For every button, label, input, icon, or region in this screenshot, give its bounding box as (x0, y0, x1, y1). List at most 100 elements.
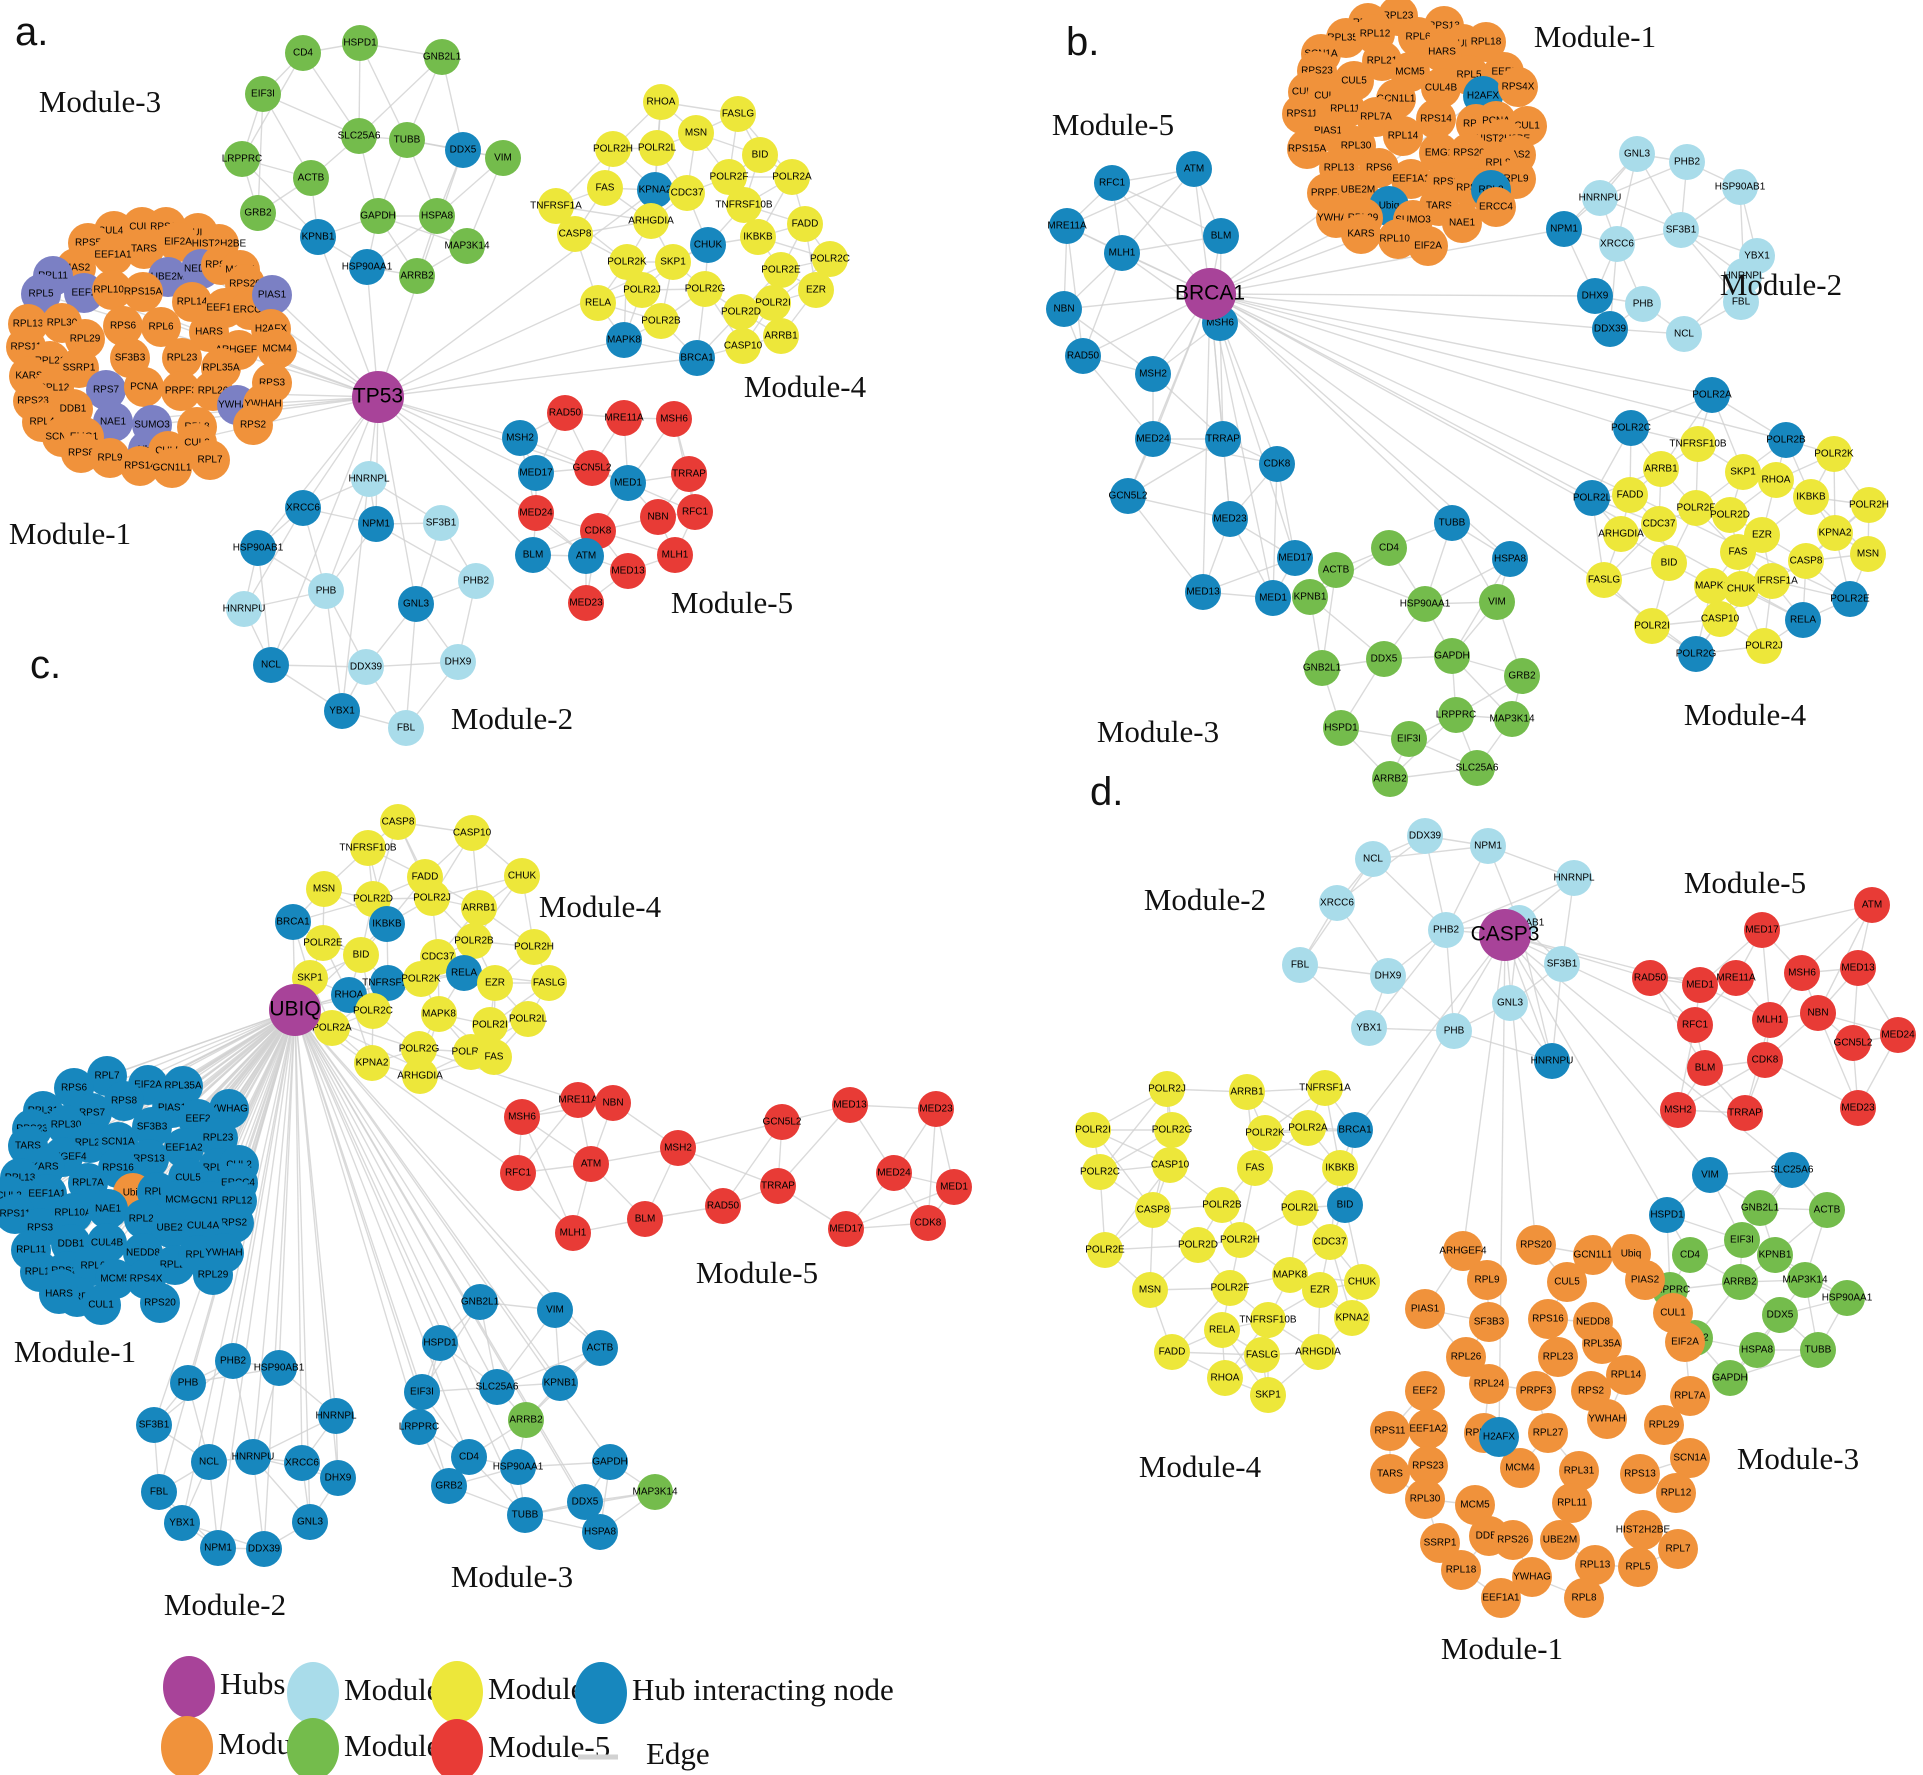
node-label: RAD50 (1067, 351, 1100, 362)
node-label: CDK8 (585, 526, 612, 537)
node-RPS11 (1370, 1411, 1410, 1451)
node-label: ERCC4 (1479, 202, 1513, 213)
node-FAS (587, 170, 623, 206)
node-label: HSP90AB1 (1715, 182, 1766, 193)
node-POLR2C (1082, 1154, 1118, 1190)
node-ATM (1854, 887, 1890, 923)
node-label: DDX5 (572, 1497, 599, 1508)
node-label: H2AFX (255, 324, 288, 335)
node-label: CHUK (1348, 1277, 1377, 1288)
node-MRE11A (606, 400, 642, 436)
node-label: CHUK (508, 871, 537, 882)
node-LRPPRC (224, 141, 260, 177)
node-label: EIF3I (1397, 734, 1421, 745)
edge (1127, 438, 1224, 497)
node-RPL18 (1466, 22, 1506, 62)
node-RELA (1785, 602, 1821, 638)
node-CHUK (1723, 571, 1759, 607)
node-PHB2 (1428, 912, 1464, 948)
node-label: POLR2I (755, 298, 791, 309)
node-MED13 (1185, 574, 1221, 610)
node-BLM (627, 1201, 663, 1237)
node-NPM1 (1470, 828, 1506, 864)
node-MAPK8 (1694, 568, 1730, 604)
node-label: BID (1337, 1200, 1354, 1211)
node-label: GCN5L2 (763, 1117, 802, 1128)
node-label: NAE1 (100, 417, 127, 428)
node-label: NCL (261, 660, 281, 671)
node-ARRB1 (763, 318, 799, 354)
node-label: TRRAP (1728, 1108, 1762, 1119)
node-ARRB2 (1722, 1264, 1758, 1300)
node-label: RPL6 (1405, 32, 1430, 43)
node-label: DDX39 (350, 662, 383, 673)
node-label: ARRB1 (1230, 1087, 1264, 1098)
node-MED23 (1212, 501, 1248, 537)
node-label: CASP8 (1137, 1205, 1170, 1216)
node-MED13 (1840, 950, 1876, 986)
node-MAP3K14 (449, 228, 485, 264)
node-label: EIF3I (1730, 1235, 1754, 1246)
node-TUBB (507, 1497, 543, 1533)
node-NBN (640, 499, 676, 535)
node-label: HSP90AA1 (1822, 1293, 1873, 1304)
node-POLR2G (401, 1031, 437, 1067)
node-ATM (568, 538, 604, 574)
node-label: RPS13 (133, 1154, 165, 1165)
node-label: RAD50 (707, 1201, 740, 1212)
node-RPL29 (1644, 1405, 1684, 1445)
node-label: ARRB2 (1723, 1277, 1757, 1288)
node-label: POLR2G (1676, 649, 1717, 660)
node-label: MRE11A (604, 413, 644, 424)
node-label: KPNA2 (1819, 528, 1852, 539)
node-RPL35A (1582, 1324, 1622, 1364)
node-label: RPL26 (198, 386, 229, 397)
node-label: FAS (485, 1052, 504, 1063)
node-ACTB (582, 1330, 618, 1366)
node-MLH1 (1752, 1002, 1788, 1038)
node-label: ATM (1184, 164, 1204, 175)
node-label: POLR2G (399, 1044, 440, 1055)
node-ACTB (293, 160, 329, 196)
node-NCL (191, 1444, 227, 1480)
node-label: POLR2J (1148, 1084, 1186, 1095)
node-GAPDH (1712, 1360, 1748, 1396)
node-label: GCN1L1 (153, 463, 192, 474)
node-ARRB2 (508, 1402, 544, 1438)
node-label: MSH2 (1664, 1105, 1692, 1116)
node-label: GAPDH (1712, 1373, 1748, 1384)
node-label: CUL2 (184, 438, 210, 449)
node-POLR2J (414, 880, 450, 916)
legend-swatch-m1 (161, 1716, 213, 1775)
node-label: RPS6 (110, 321, 137, 332)
legend-swatch-m5 (431, 1719, 483, 1775)
node-RPL29 (193, 1255, 233, 1295)
node-label: TRRAP (1206, 434, 1240, 445)
node-HSP90AB1 (1722, 169, 1758, 205)
node-label: MLH1 (662, 550, 689, 561)
node-label: HIST2H2BE (1616, 1525, 1671, 1536)
node-FBL (388, 710, 424, 746)
node-label: BLM (1695, 1063, 1716, 1074)
edge (377, 396, 537, 474)
node-label: FASLG (1588, 575, 1620, 586)
node-SF3B3 (132, 1107, 172, 1147)
node-label: LRPPRC (1650, 1285, 1691, 1296)
edge (377, 396, 587, 557)
node-label: FADD (792, 219, 819, 230)
node-EEF1A1 (93, 235, 133, 275)
node-KPNA2 (1334, 1300, 1370, 1336)
node-RPL23 (162, 338, 202, 378)
edge (294, 1009, 441, 1344)
node-EEF1A2 (164, 1128, 204, 1168)
node-label: SLC25A6 (1771, 1165, 1814, 1176)
module-label: Module-4 (744, 369, 867, 404)
node-POLR2A (774, 159, 810, 195)
node-IKBKB (1322, 1150, 1358, 1186)
node-label: TUBB (1805, 1345, 1832, 1356)
module-label: Module-5 (696, 1255, 818, 1290)
node-RPL9 (90, 438, 130, 478)
node-label: RPS20 (144, 1298, 176, 1309)
node-label: TNFRSF1A (530, 201, 582, 212)
node-label: RAD50 (1634, 973, 1667, 984)
